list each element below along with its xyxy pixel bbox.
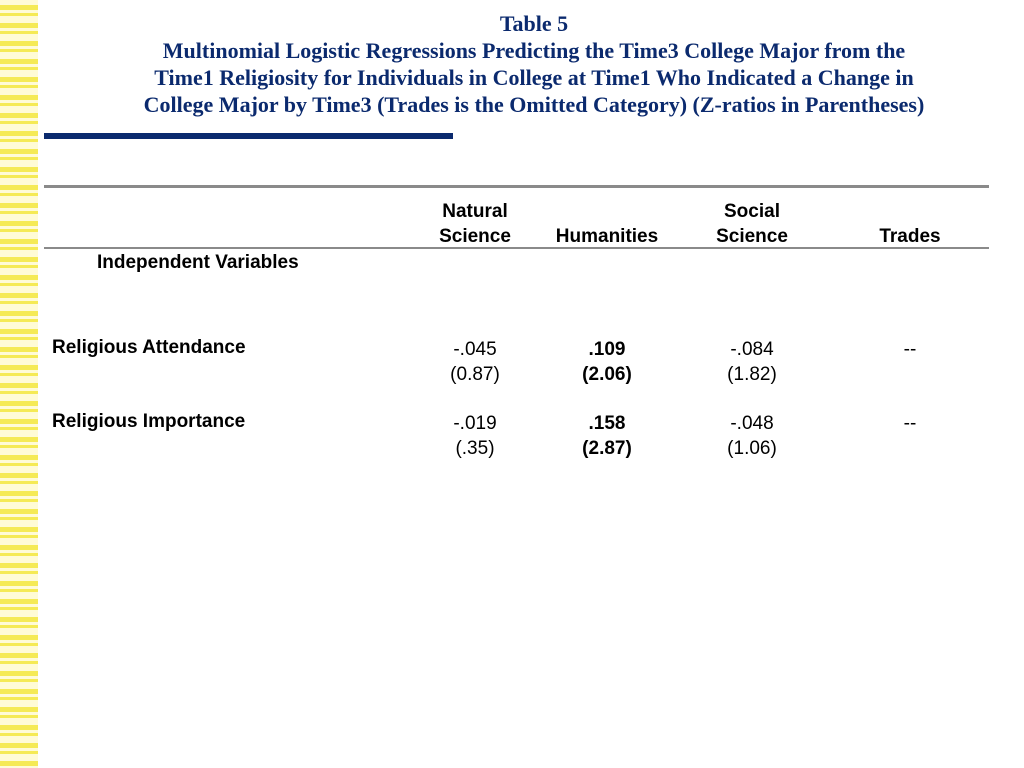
- title-underline: [44, 133, 453, 139]
- table-number: Table 5: [499, 11, 569, 36]
- table-header-rule: [44, 247, 989, 249]
- cell-importance-social-science: -.048 (1.06): [702, 411, 802, 461]
- cell-attendance-humanities: .109 (2.06): [557, 337, 657, 387]
- coefficient: .158: [588, 413, 626, 434]
- column-header-line: Trades: [879, 226, 941, 247]
- column-header-line: Science: [716, 226, 788, 247]
- cell-attendance-trades: --: [860, 337, 960, 362]
- z-ratio: (2.06): [582, 364, 632, 385]
- cell-attendance-social-science: -.084 (1.82): [702, 337, 802, 387]
- z-ratio: (1.06): [727, 438, 777, 459]
- title-line: Time1 Religiosity for Individuals in Col…: [154, 65, 914, 90]
- cell-importance-trades: --: [860, 411, 960, 436]
- z-ratio: (.35): [455, 438, 495, 459]
- coefficient: -.045: [453, 339, 497, 360]
- row-label-religious-attendance: Religious Attendance: [52, 337, 246, 358]
- slide-title: Table 5 Multinomial Logistic Regressions…: [44, 10, 1024, 118]
- column-header-natural-science: Natural Science: [425, 199, 525, 249]
- column-header-line: Social: [724, 201, 780, 222]
- cell-importance-natural-science: -.019 (.35): [425, 411, 525, 461]
- independent-variables-label: Independent Variables: [97, 252, 299, 273]
- coefficient: .109: [588, 339, 626, 360]
- column-header-line: Natural: [442, 201, 508, 222]
- coefficient: --: [903, 339, 917, 360]
- decorative-stripe: [0, 0, 38, 768]
- coefficient: -.048: [730, 413, 774, 434]
- table-top-rule: [44, 185, 989, 188]
- coefficient: --: [903, 413, 917, 434]
- cell-importance-humanities: .158 (2.87): [557, 411, 657, 461]
- z-ratio: (0.87): [450, 364, 500, 385]
- column-header-line: Humanities: [555, 226, 659, 247]
- cell-attendance-natural-science: -.045 (0.87): [425, 337, 525, 387]
- row-label-religious-importance: Religious Importance: [52, 411, 246, 432]
- z-ratio: (1.82): [727, 364, 777, 385]
- column-header-humanities: Humanities: [542, 224, 672, 249]
- title-line: Multinomial Logistic Regressions Predict…: [162, 38, 906, 63]
- z-ratio: (2.87): [582, 438, 632, 459]
- column-header-social-science: Social Science: [702, 199, 802, 249]
- coefficient: -.084: [730, 339, 774, 360]
- column-header-line: Science: [439, 226, 511, 247]
- title-line: College Major by Time3 (Trades is the Om…: [143, 92, 925, 117]
- column-header-trades: Trades: [860, 224, 960, 249]
- coefficient: -.019: [453, 413, 497, 434]
